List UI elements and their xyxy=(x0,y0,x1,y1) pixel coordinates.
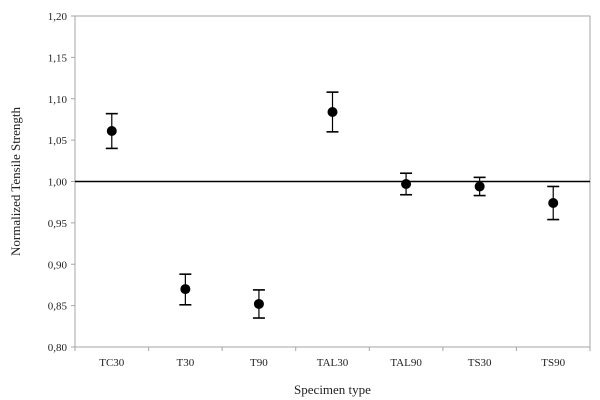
x-tick-label: T90 xyxy=(250,357,268,369)
x-tick-label: TAL90 xyxy=(390,357,422,369)
x-tick-label: T30 xyxy=(176,357,194,369)
data-point xyxy=(106,126,117,137)
y-tick-label: 0,95 xyxy=(48,218,68,230)
x-tick-label: TAL30 xyxy=(317,357,349,369)
y-tick-label: 1,00 xyxy=(48,177,68,189)
x-tick-label: TS30 xyxy=(468,357,492,369)
y-tick-label: 1,05 xyxy=(48,135,68,147)
x-tick-label: TC30 xyxy=(99,357,125,369)
y-tick-label: 0,90 xyxy=(48,259,68,271)
x-tick-label: TS90 xyxy=(541,357,565,369)
x-axis-title: Specimen type xyxy=(294,382,371,397)
data-point xyxy=(180,284,191,295)
y-tick-label: 0,80 xyxy=(48,342,68,354)
data-point xyxy=(327,106,338,117)
y-tick-label: 1,10 xyxy=(48,94,68,106)
y-tick-label: 1,15 xyxy=(48,52,68,64)
data-point xyxy=(474,181,485,192)
data-point xyxy=(253,298,264,309)
data-point xyxy=(401,178,412,189)
y-tick-label: 1,20 xyxy=(48,11,68,23)
y-tick-label: 0,85 xyxy=(48,301,68,313)
y-axis-title: Normalized Tensile Strength xyxy=(8,106,23,256)
data-point xyxy=(548,198,559,209)
